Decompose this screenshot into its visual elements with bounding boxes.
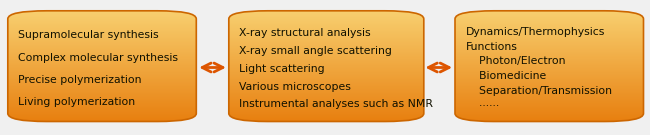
Text: ······: ······ xyxy=(465,101,500,111)
Text: Biomedicine: Biomedicine xyxy=(465,71,547,81)
Text: Photon/Electron: Photon/Electron xyxy=(465,56,566,66)
Text: Instrumental analyses such as NMR: Instrumental analyses such as NMR xyxy=(239,99,433,109)
Text: X-ray small angle scattering: X-ray small angle scattering xyxy=(239,46,392,56)
Text: Dynamics/Thermophysics: Dynamics/Thermophysics xyxy=(465,27,604,37)
Text: Living polymerization: Living polymerization xyxy=(18,97,135,107)
Text: Precise polymerization: Precise polymerization xyxy=(18,75,142,85)
Text: Various microscopes: Various microscopes xyxy=(239,82,351,92)
Text: Separation/Transmission: Separation/Transmission xyxy=(465,86,612,96)
Text: X-ray structural analysis: X-ray structural analysis xyxy=(239,28,370,38)
Text: Complex molecular synthesis: Complex molecular synthesis xyxy=(18,53,178,63)
Text: Light scattering: Light scattering xyxy=(239,64,325,74)
Text: Functions: Functions xyxy=(465,42,517,52)
Text: Supramolecular synthesis: Supramolecular synthesis xyxy=(18,30,159,40)
